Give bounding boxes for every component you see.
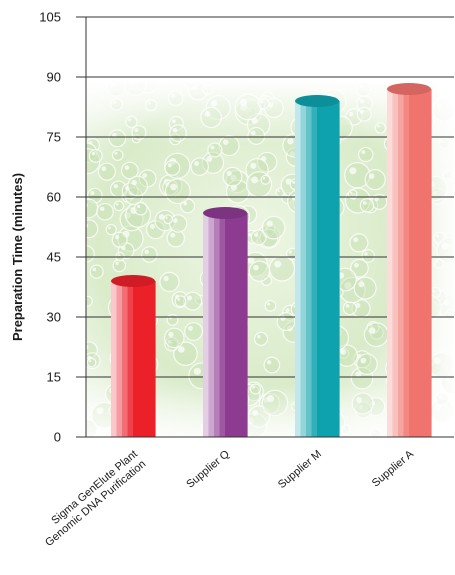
y-tick-label: 90 [47,70,61,85]
x-tick-label: Supplier Q [184,448,232,491]
x-tick-labels: Sigma GenElute PlantGenomic DNA Purifica… [35,448,417,549]
bars [111,83,432,437]
y-tick-label: 30 [47,310,61,325]
bar-top [387,83,431,95]
y-axis-title: Preparation Time (minutes) [10,173,25,341]
x-tick-label: Supplier M [276,448,324,491]
x-tick-label: Supplier A [370,448,417,490]
bar [387,83,432,437]
bar-top [111,275,155,287]
bar [111,275,156,437]
bar-top [295,95,339,107]
x-tick-label: Sigma GenElute PlantGenomic DNA Purifica… [35,448,148,549]
bar [203,207,248,437]
bar-top [203,207,247,219]
y-tick-label: 0 [54,430,61,445]
y-tick-label: 60 [47,190,61,205]
y-tick-label: 45 [47,250,61,265]
y-tick-label: 15 [47,370,61,385]
bar [295,95,340,437]
y-tick-label: 75 [47,130,61,145]
y-tick-labels: 0 15 30 45 60 75 90 105 [39,10,61,445]
axes [76,16,454,438]
y-tick-label: 105 [39,10,61,25]
